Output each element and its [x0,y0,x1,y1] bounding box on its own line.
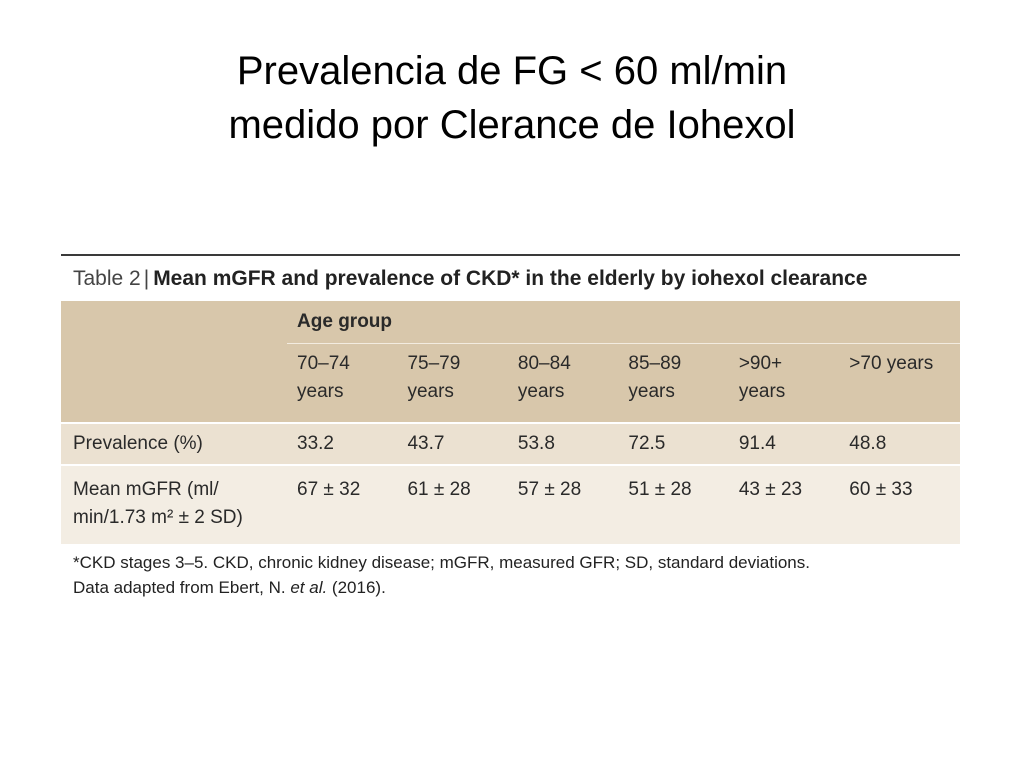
table-figure: Table 2 | Mean mGFR and prevalence of CKD*… [61,254,960,600]
table-cell: 67 ± 32 [287,464,398,544]
table-cell: 72.5 [618,422,729,465]
table-caption-title: Mean mGFR and prevalence of CKD* in the … [153,267,868,290]
table-caption: Table 2 | Mean mGFR and prevalence of CKD*… [61,256,960,301]
data-table: Age group 70–74 years 75–79 years 80–84 yea… [61,301,960,544]
table-header-row-group: Age group [61,301,960,344]
age-group-header-cell: 70–74 years [287,343,398,423]
age-group-header-cell: 75–79 years [397,343,508,423]
age-group-header-cell: >70 years [839,343,960,423]
table-cell: 60 ± 33 [839,464,960,544]
table-header-row-ages: 70–74 years 75–79 years 80–84 years 85–89 ye… [61,343,960,423]
table-cell: 57 ± 28 [507,464,619,544]
age-group-header-cell: 85–89 years [618,343,729,423]
row-label: Prevalence (%) [61,422,288,465]
table-cell: 61 ± 28 [397,464,508,544]
table-row-mean-mgfr: Mean mGFR (ml/min/1.73 m² ± 2 SD) 67 ± 3… [61,464,960,544]
slide-title-line-2: medido por Clerance de Iohexol [228,103,796,147]
footnote-line-2: Data adapted from Ebert, N. et al. (2016… [73,578,386,597]
age-group-header-cell: >90+ years [728,343,840,423]
table-caption-separator: | [143,267,150,290]
table-cell: 43.7 [397,422,508,465]
table-cell: 43 ± 23 [728,464,840,544]
header-empty-cell [61,343,288,423]
row-label: Mean mGFR (ml/min/1.73 m² ± 2 SD) [61,464,288,544]
table-cell: 53.8 [507,422,619,465]
table-top-rule [61,254,960,256]
slide-title: Prevalencia de FG < 60 ml/min medido por… [0,44,1024,152]
age-group-header-cell: 80–84 years [507,343,619,423]
age-group-header: Age group [287,301,960,344]
table-row-prevalence: Prevalence (%) 33.2 43.7 53.8 72.5 91.4 … [61,422,960,465]
table-cell: 48.8 [839,422,960,465]
table-cell: 51 ± 28 [618,464,729,544]
footnote-italic: et al. [290,578,328,597]
table-cell: 33.2 [287,422,398,465]
slide-title-line-1: Prevalencia de FG < 60 ml/min [236,49,788,93]
table-cell: 91.4 [728,422,840,465]
header-empty-cell [61,301,288,344]
table-caption-label: Table 2 [73,267,141,290]
table-footnote: *CKD stages 3–5. CKD, chronic kidney dis… [61,544,960,600]
footnote-line-1: *CKD stages 3–5. CKD, chronic kidney dis… [73,553,810,572]
